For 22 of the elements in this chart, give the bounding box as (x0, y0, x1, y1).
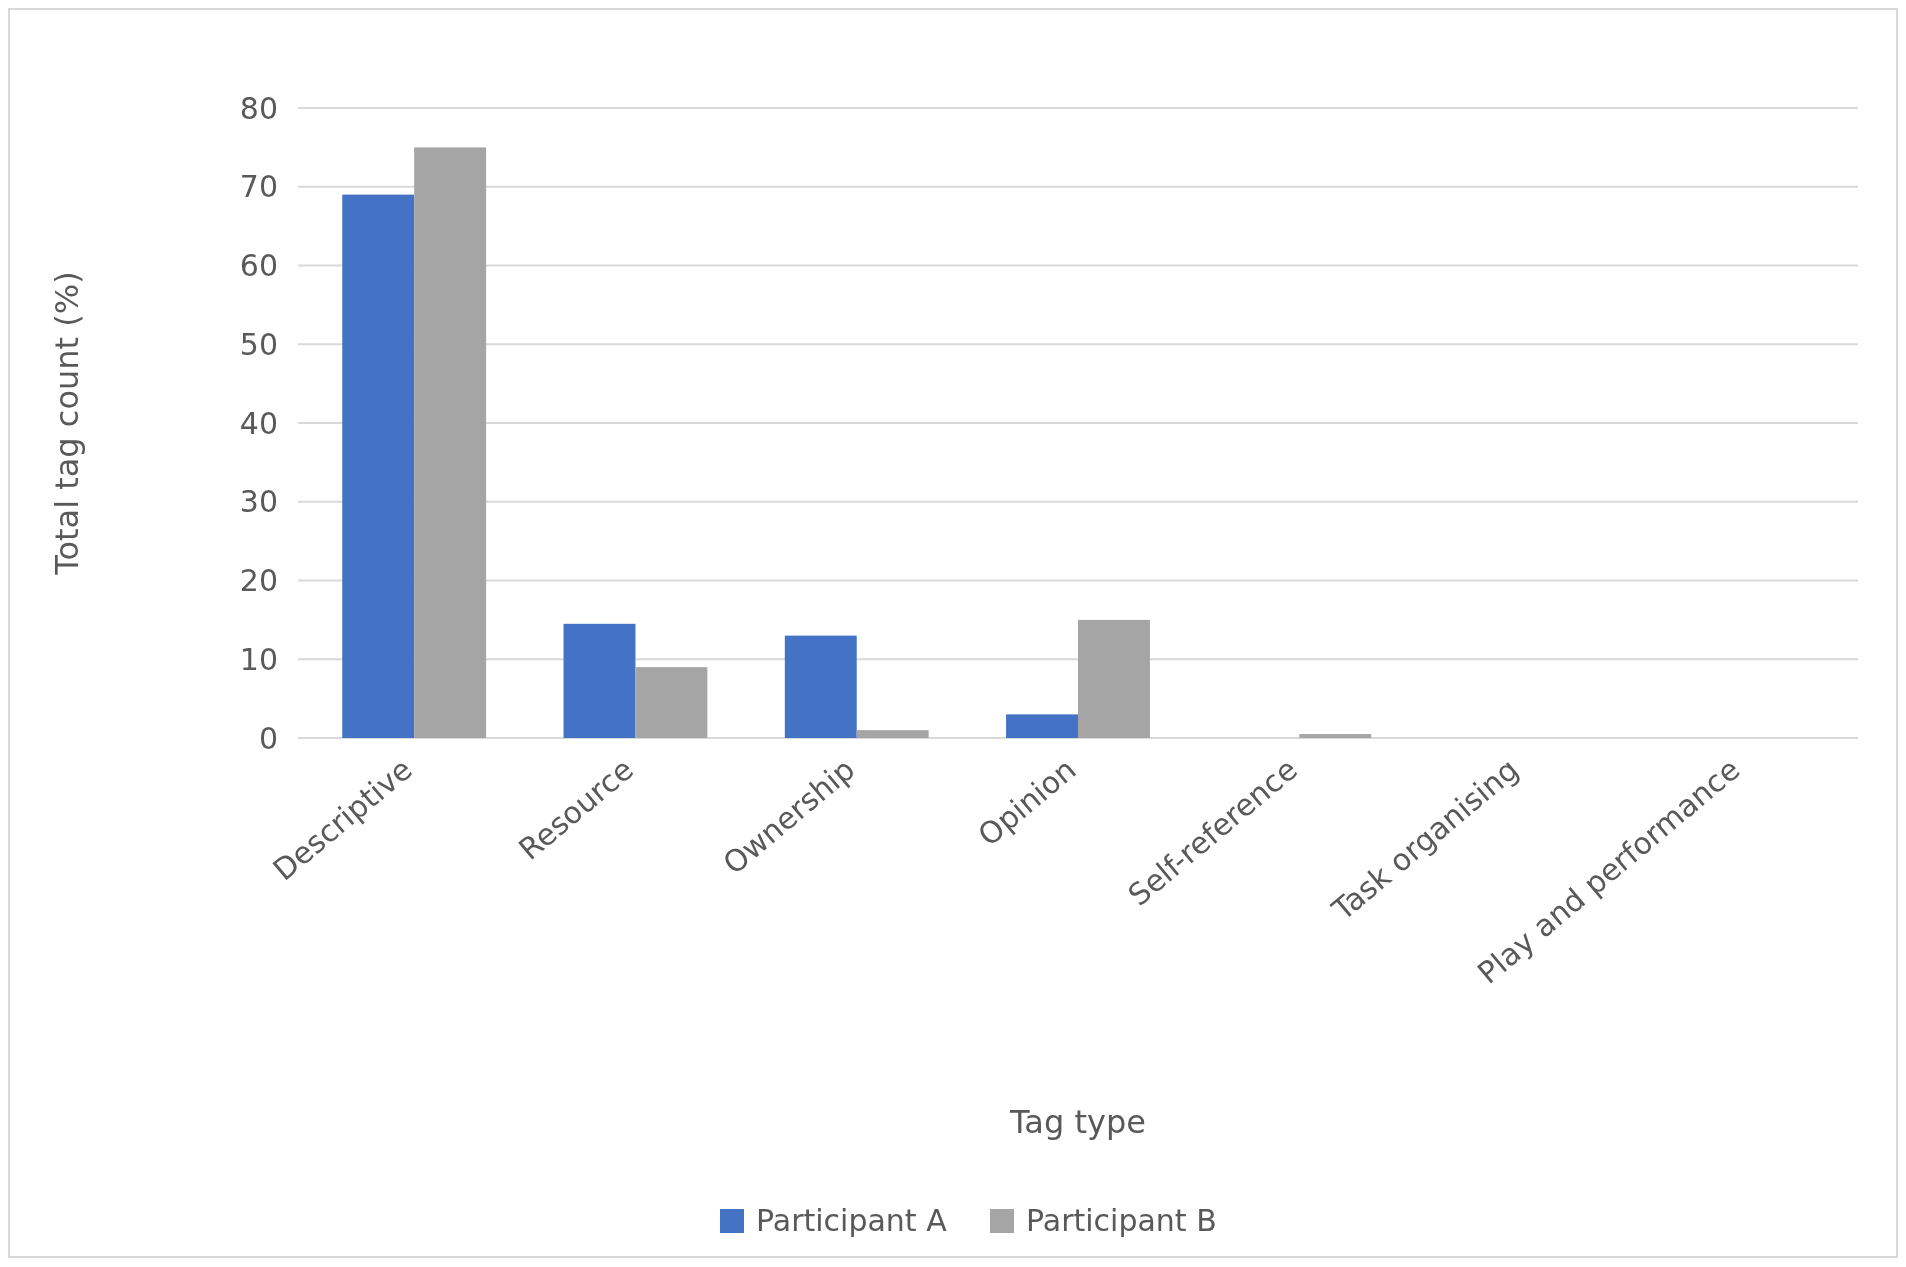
y-axis-title: Total tag count (%) (48, 271, 86, 576)
bar (1078, 619, 1150, 738)
bar (856, 730, 929, 738)
y-tick-label: 40 (239, 405, 278, 441)
y-tick-label: 20 (239, 563, 278, 598)
bar (635, 667, 708, 738)
x-axis-title: Tag type (1009, 1103, 1146, 1141)
y-tick-label: 30 (239, 484, 278, 520)
y-tick-label: 70 (239, 169, 278, 205)
y-tick-label: 80 (239, 90, 278, 126)
bar (784, 635, 857, 738)
bar (342, 194, 415, 738)
legend-label: Participant A (756, 1203, 948, 1238)
y-tick-label: 60 (239, 248, 278, 283)
bar (1006, 714, 1078, 738)
bar (1299, 734, 1372, 738)
y-tick-label: 10 (239, 641, 278, 677)
bar (414, 147, 487, 738)
y-tick-label: 50 (239, 326, 278, 362)
bar (563, 623, 636, 738)
y-tick-label: 0 (258, 720, 278, 756)
legend-label: Participant B (1026, 1203, 1217, 1238)
